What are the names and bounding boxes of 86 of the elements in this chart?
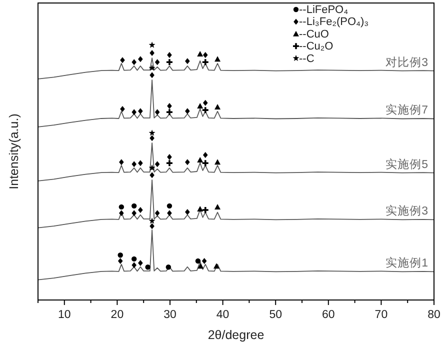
series-label: 实施例3 xyxy=(386,204,428,218)
point xyxy=(150,223,154,230)
point xyxy=(138,207,143,214)
point xyxy=(185,58,190,64)
point xyxy=(202,107,208,114)
point xyxy=(148,164,156,171)
point xyxy=(120,106,125,112)
point xyxy=(202,152,208,158)
point xyxy=(167,154,172,160)
point xyxy=(195,258,201,264)
y-axis-title: Intensity(a.u.) xyxy=(7,114,21,190)
point xyxy=(202,52,208,58)
point xyxy=(138,160,143,166)
series-label: 实施例7 xyxy=(386,102,428,117)
point xyxy=(166,160,172,166)
legend-label: --Cu₂O xyxy=(299,40,334,53)
point xyxy=(150,135,154,142)
point xyxy=(154,109,160,116)
point xyxy=(214,56,221,62)
point xyxy=(167,210,172,216)
series-label: 实施例5 xyxy=(386,156,428,171)
series-label: 对比例3 xyxy=(386,56,428,69)
x-tick-label: 20 xyxy=(110,309,124,321)
point xyxy=(131,256,137,262)
point xyxy=(202,258,207,264)
point xyxy=(118,258,123,264)
point xyxy=(138,108,143,114)
point xyxy=(132,59,136,66)
point xyxy=(150,172,154,178)
point xyxy=(166,264,172,270)
point xyxy=(148,130,156,136)
x-tick-label: 80 xyxy=(428,309,440,321)
legend-label: --LiFePO₄ xyxy=(299,4,349,16)
point xyxy=(202,207,208,214)
point xyxy=(145,264,150,270)
legend-label: --Li₃Fe₂(PO₄)₃ xyxy=(299,16,369,28)
point xyxy=(138,260,143,266)
point xyxy=(198,263,204,269)
point xyxy=(138,56,143,62)
x-tick-label: 50 xyxy=(269,309,282,321)
x-tick-label: 70 xyxy=(374,309,388,321)
point xyxy=(213,263,220,269)
point xyxy=(150,50,154,56)
point xyxy=(118,252,123,258)
point xyxy=(167,102,172,109)
point xyxy=(119,159,124,166)
point xyxy=(148,42,156,48)
point xyxy=(148,218,156,224)
x-axis-title: 2θ/degree xyxy=(208,328,264,342)
point xyxy=(132,161,136,168)
point xyxy=(185,159,190,166)
point xyxy=(197,102,204,108)
legend-label: --C xyxy=(299,52,314,65)
point xyxy=(154,59,160,66)
point xyxy=(132,109,136,116)
x-tick-label: 10 xyxy=(58,309,71,321)
point xyxy=(166,203,172,209)
point xyxy=(197,206,204,212)
x-tick-label: 60 xyxy=(322,309,335,321)
point xyxy=(150,72,154,78)
point xyxy=(202,59,208,66)
point xyxy=(214,159,221,165)
x-tick-label: 30 xyxy=(164,309,176,321)
point xyxy=(154,210,160,216)
series-label: 实施例1 xyxy=(386,256,428,270)
point xyxy=(197,50,204,56)
point xyxy=(120,57,125,64)
point xyxy=(202,100,208,106)
point xyxy=(132,262,136,268)
point xyxy=(166,109,172,116)
point xyxy=(197,157,204,163)
x-tick-label: 40 xyxy=(216,309,230,321)
point xyxy=(185,108,190,114)
legend-label: --CuO xyxy=(299,28,330,40)
point xyxy=(154,161,160,168)
point xyxy=(119,210,124,216)
point xyxy=(167,52,172,58)
point xyxy=(202,160,208,166)
point xyxy=(131,203,137,209)
point xyxy=(148,64,156,71)
point xyxy=(214,104,221,110)
point xyxy=(118,204,124,210)
point xyxy=(166,59,172,66)
point xyxy=(132,210,136,216)
point xyxy=(185,209,190,216)
point xyxy=(214,204,221,210)
